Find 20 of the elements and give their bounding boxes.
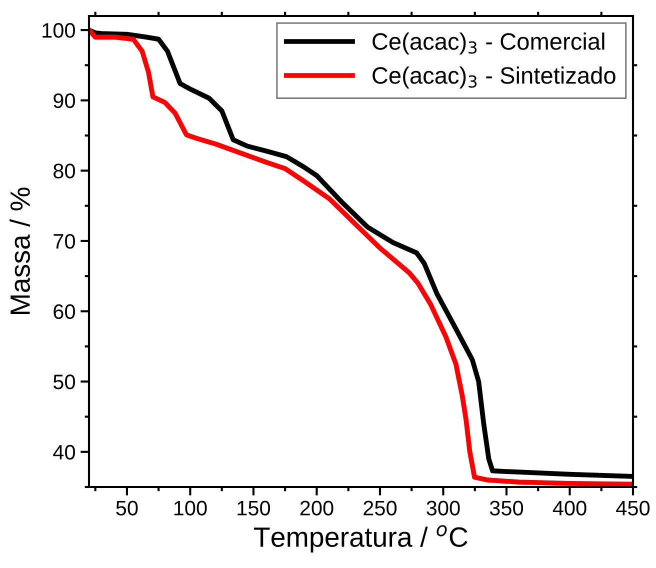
y-tick-label: 60 — [54, 304, 75, 320]
y-tick-label: 80 — [54, 164, 75, 178]
x-axis-title: Temperatura / $^{o}$C — [254, 525, 468, 552]
y-axis-title: Massa / % — [10, 188, 30, 314]
y-tick-label: 70 — [54, 234, 75, 249]
x-tick-label: 50 — [116, 500, 138, 516]
y-tick-label: 40 — [53, 444, 75, 460]
x-tick-label: 100 — [174, 500, 207, 516]
x-tick-label: 400 — [552, 500, 586, 516]
x-tick-label: 350 — [490, 500, 524, 516]
y-tick-label: 100 — [42, 23, 75, 38]
y-tick-label: 90 — [54, 93, 75, 108]
x-tick-label: 300 — [426, 500, 460, 516]
x-tick-label: 150 — [238, 500, 270, 516]
y-tick-label: 50 — [53, 374, 75, 390]
x-tick-label: 450 — [616, 500, 650, 516]
x-tick-label: 200 — [300, 500, 334, 516]
x-tick-label: 250 — [364, 500, 397, 516]
legend-label: Ce(acac)$_{3}$ - Comercial — [372, 32, 604, 55]
legend-label: Ce(acac)$_{3}$ - Sintetizado — [372, 66, 616, 89]
